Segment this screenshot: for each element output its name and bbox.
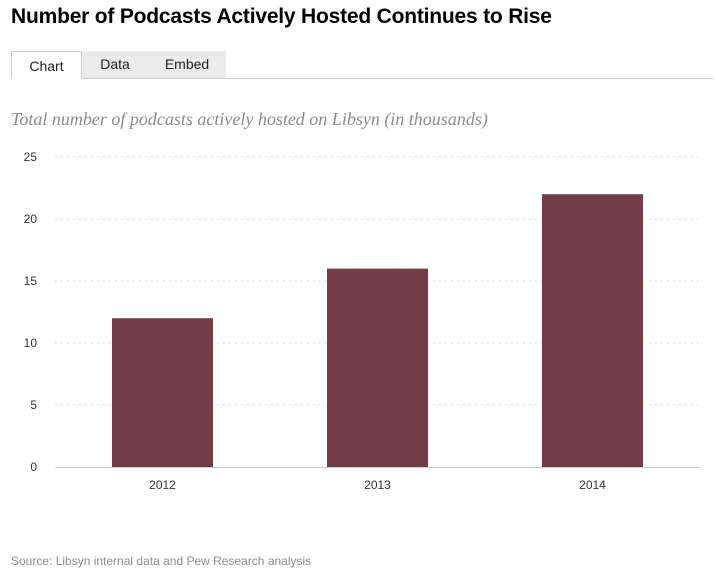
y-tick-label: 20 xyxy=(24,212,38,226)
y-tick-label: 10 xyxy=(24,336,38,350)
chart-subtitle: Total number of podcasts actively hosted… xyxy=(11,109,488,129)
x-tick-label: 2013 xyxy=(364,478,391,492)
x-tick-label: 2014 xyxy=(579,478,606,492)
x-axis-labels: 2012 2013 2014 xyxy=(149,478,606,492)
bar-2012 xyxy=(111,318,214,467)
page-title: Number of Podcasts Actively Hosted Conti… xyxy=(11,5,552,28)
y-tick-label: 5 xyxy=(30,398,37,412)
y-tick-label: 25 xyxy=(24,150,38,164)
tab-embed[interactable]: Embed xyxy=(148,51,226,78)
tab-chart[interactable]: Chart xyxy=(11,51,82,79)
x-tick-label: 2012 xyxy=(149,478,176,492)
y-tick-label: 15 xyxy=(24,274,38,288)
bar-2014 xyxy=(541,194,644,467)
bars xyxy=(111,194,644,467)
y-tick-label: 0 xyxy=(30,460,37,474)
bar-chart: 0 5 10 15 20 25 2012 2013 2014 xyxy=(24,150,700,492)
tab-bar: Chart Data Embed xyxy=(11,51,713,79)
tab-data[interactable]: Data xyxy=(82,51,148,78)
bar-2013 xyxy=(326,268,429,467)
y-axis-labels: 0 5 10 15 20 25 xyxy=(24,150,38,474)
source-note: Source: Libsyn internal data and Pew Res… xyxy=(11,554,312,568)
